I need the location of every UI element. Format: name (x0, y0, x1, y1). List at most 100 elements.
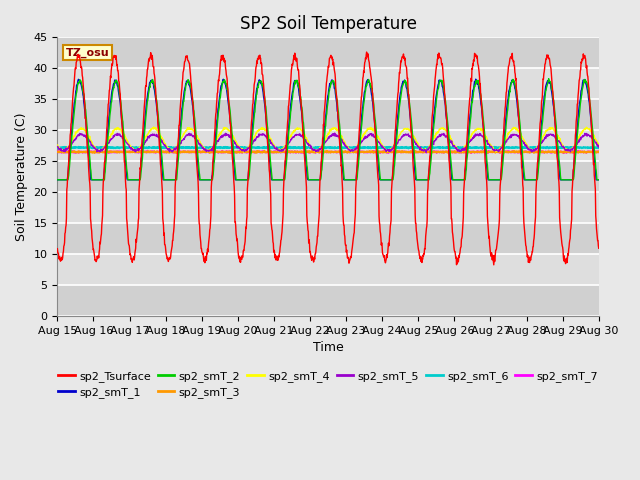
sp2_smT_3 (308, 148, 316, 154)
sp2_smT_2 (54, 177, 61, 183)
sp2_smT_4 (413, 139, 420, 145)
Line: sp2_smT_7: sp2_smT_7 (58, 151, 599, 153)
Bar (58, 68, 599, 99)
sp2_smT_4 (348, 149, 355, 155)
sp2_smT_6 (86, 144, 93, 149)
sp2_smT_6 (479, 146, 486, 152)
sp2_smT_4 (235, 143, 243, 149)
Line: sp2_smT_3: sp2_smT_3 (58, 151, 599, 153)
sp2_smT_4 (161, 141, 169, 147)
Title: SP2 Soil Temperature: SP2 Soil Temperature (239, 15, 417, 33)
sp2_smT_1 (595, 177, 603, 183)
sp2_Tsurface (54, 246, 61, 252)
sp2_smT_7 (531, 149, 539, 155)
sp2_Tsurface (412, 228, 420, 234)
sp2_smT_5 (234, 145, 242, 151)
sp2_smT_5 (595, 144, 603, 150)
Y-axis label: Soil Temperature (C): Soil Temperature (C) (15, 112, 28, 241)
sp2_smT_6 (595, 145, 603, 151)
sp2_smT_5 (174, 143, 182, 149)
sp2_smT_1 (531, 177, 539, 183)
Bar (58, 192, 599, 223)
sp2_smT_5 (531, 147, 539, 153)
sp2_Tsurface (174, 144, 182, 150)
sp2_smT_7 (234, 149, 242, 155)
sp2_smT_2 (483, 155, 490, 161)
Line: sp2_smT_1: sp2_smT_1 (58, 79, 599, 180)
Bar (58, 161, 599, 192)
Bar (58, 223, 599, 254)
sp2_smT_1 (174, 152, 182, 158)
sp2_smT_3 (235, 149, 243, 155)
sp2_smT_3 (484, 149, 492, 155)
sp2_smT_7 (467, 150, 475, 156)
sp2_smT_2 (412, 172, 420, 178)
sp2_smT_2 (531, 177, 538, 183)
sp2_smT_5 (54, 144, 61, 149)
sp2_smT_3 (226, 150, 234, 156)
sp2_smT_2 (234, 177, 242, 183)
Bar (58, 99, 599, 130)
sp2_Tsurface (595, 245, 603, 251)
sp2_smT_6 (174, 145, 182, 151)
Line: sp2_Tsurface: sp2_Tsurface (58, 52, 599, 265)
sp2_smT_2 (174, 162, 182, 168)
Bar (58, 285, 599, 316)
sp2_smT_1 (234, 177, 242, 183)
sp2_smT_3 (531, 149, 539, 155)
sp2_smT_6 (484, 144, 492, 150)
Text: TZ_osu: TZ_osu (65, 48, 109, 58)
Line: sp2_smT_6: sp2_smT_6 (58, 146, 599, 149)
Legend: sp2_Tsurface, sp2_smT_1, sp2_smT_2, sp2_smT_3, sp2_smT_4, sp2_smT_5, sp2_smT_6, : sp2_Tsurface, sp2_smT_1, sp2_smT_2, sp2_… (54, 366, 602, 402)
sp2_Tsurface (531, 218, 539, 224)
sp2_smT_7 (412, 149, 420, 155)
sp2_smT_7 (161, 149, 168, 155)
sp2_smT_2 (545, 76, 552, 82)
sp2_smT_7 (174, 149, 182, 155)
sp2_smT_5 (412, 141, 420, 146)
sp2_smT_6 (54, 144, 61, 150)
sp2_smT_5 (422, 149, 430, 155)
sp2_Tsurface (363, 49, 371, 55)
sp2_smT_4 (174, 141, 182, 147)
Line: sp2_smT_5: sp2_smT_5 (58, 133, 599, 152)
Bar (58, 130, 599, 161)
sp2_smT_4 (531, 147, 539, 153)
sp2_smT_3 (54, 149, 61, 155)
sp2_smT_6 (531, 144, 539, 150)
sp2_smT_6 (412, 144, 420, 150)
sp2_smT_4 (595, 143, 603, 149)
Bar (58, 37, 599, 68)
sp2_smT_7 (595, 149, 603, 155)
sp2_smT_1 (472, 76, 479, 82)
sp2_smT_1 (54, 177, 61, 183)
sp2_smT_2 (161, 177, 168, 183)
Line: sp2_smT_2: sp2_smT_2 (58, 79, 599, 180)
sp2_smT_4 (54, 142, 61, 148)
sp2_Tsurface (234, 252, 242, 258)
sp2_smT_3 (595, 149, 603, 155)
sp2_smT_3 (161, 149, 168, 155)
sp2_smT_3 (174, 149, 182, 155)
sp2_Tsurface (483, 186, 491, 192)
sp2_smT_2 (595, 177, 603, 183)
sp2_smT_7 (483, 149, 491, 155)
sp2_Tsurface (161, 241, 168, 247)
Bar (58, 254, 599, 285)
sp2_smT_1 (412, 177, 420, 183)
sp2_smT_4 (150, 124, 157, 130)
sp2_smT_1 (483, 167, 491, 173)
sp2_smT_6 (161, 145, 169, 151)
sp2_smT_4 (484, 137, 492, 143)
sp2_smT_1 (161, 177, 168, 183)
Line: sp2_smT_4: sp2_smT_4 (58, 127, 599, 152)
sp2_smT_7 (54, 148, 61, 154)
sp2_smT_5 (331, 130, 339, 136)
sp2_smT_5 (161, 143, 168, 149)
sp2_smT_5 (484, 141, 492, 146)
sp2_Tsurface (490, 262, 498, 268)
sp2_smT_7 (527, 148, 534, 154)
sp2_smT_3 (413, 149, 420, 155)
sp2_smT_6 (235, 144, 243, 150)
X-axis label: Time: Time (313, 341, 344, 354)
